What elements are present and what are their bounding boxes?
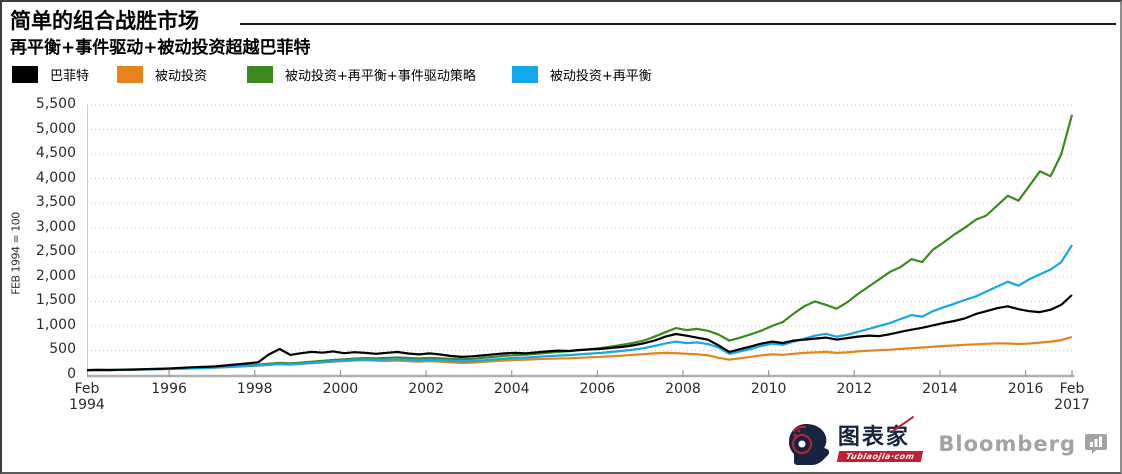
legend-item-1: 被动投资	[117, 65, 207, 84]
x-tick-label: 2002	[408, 381, 444, 397]
bloomberg-logo: Bloomberg	[938, 432, 1108, 456]
series-line-0	[86, 294, 1073, 372]
x-tick-label: 1996	[151, 381, 187, 397]
legend-label: 被动投资+再平衡	[549, 69, 652, 84]
tubiaojia-head-icon	[788, 424, 829, 465]
legend-item-2: 被动投资+再平衡+事件驱动策略	[247, 65, 476, 84]
bloomberg-chart-icon	[1085, 434, 1107, 454]
chart-subtitle: 再平衡+事件驱动+被动投资超越巴菲特	[10, 38, 311, 58]
tubiaojia-logo: 图表家 Tubiaojia·com	[786, 415, 924, 466]
y-tick-label: 4,000	[35, 169, 76, 186]
tubiaojia-arrow-icon	[891, 415, 915, 432]
x-tick-label: Feb 2017	[1054, 381, 1090, 413]
y-tick-label: 2,500	[35, 243, 76, 260]
x-tick-label: 2008	[665, 381, 701, 397]
x-tick-label: 2010	[750, 381, 787, 397]
legend: 巴菲特 被动投资 被动投资+再平衡+事件驱动策略 被动投资+再平衡	[12, 65, 652, 84]
y-tick-label: 1,000	[35, 316, 76, 333]
y-tick-label: 5,500	[35, 96, 76, 112]
legend-swatch	[12, 66, 38, 83]
x-tick-label: Feb 1994	[69, 381, 105, 413]
legend-swatch	[511, 66, 538, 83]
legend-swatch	[117, 66, 144, 83]
legend-label: 巴菲特	[50, 69, 90, 84]
bloomberg-wordmark: Bloomberg	[938, 432, 1076, 456]
y-tick-label: 500	[49, 341, 76, 358]
y-tick-label: 1,500	[35, 292, 76, 309]
x-tick-label: 2016	[1007, 381, 1044, 397]
y-tick-label: 2,000	[35, 267, 76, 284]
legend-label: 被动投资+再平衡+事件驱动策略	[285, 69, 476, 84]
tubiaojia-site-banner: Tubiaojia·com	[836, 450, 924, 462]
legend-swatch	[247, 66, 274, 83]
x-tick-label: 2000	[322, 381, 359, 397]
legend-item-3: 被动投资+再平衡	[511, 65, 652, 84]
y-tick-label: 3,500	[35, 194, 76, 211]
legend-item-0: 巴菲特	[12, 65, 89, 84]
tubiaojia-wordmark: 图表家	[838, 415, 915, 449]
chart-title: 简单的组合战胜市场	[10, 9, 199, 33]
title-rule	[240, 23, 1116, 25]
x-tick-label: 2006	[579, 381, 616, 397]
x-tick-label: 2012	[836, 381, 873, 397]
y-tick-label: 3,000	[35, 218, 76, 235]
y-tick-label: 0	[67, 366, 76, 382]
plot-area	[86, 101, 1074, 383]
legend-label: 被动投资	[155, 69, 208, 84]
x-tick-label: 2014	[922, 381, 958, 397]
series-line-2	[86, 114, 1074, 372]
y-tick-label: 5,000	[35, 120, 76, 137]
series-line-3	[86, 244, 1073, 372]
chart-svg	[86, 104, 1074, 378]
x-tick-label: 2004	[493, 381, 530, 397]
footer-logos: 图表家 Tubiaojia·com Bloomberg	[786, 415, 1108, 466]
x-tick-label: 1998	[236, 381, 273, 397]
y-tick-label: 4,500	[35, 145, 76, 162]
